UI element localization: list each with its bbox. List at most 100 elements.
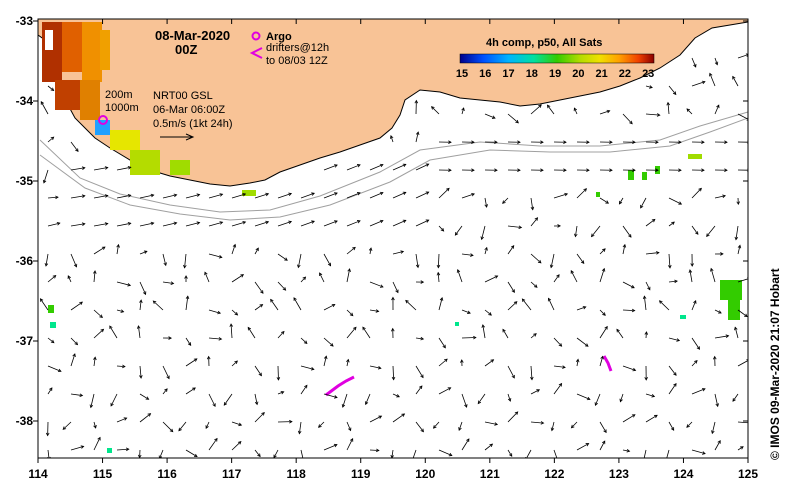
- current-vector: [711, 422, 715, 433]
- lon-tick-label: 116: [157, 467, 177, 481]
- current-vector: [531, 421, 544, 424]
- current-vector: [669, 384, 676, 394]
- drifter-track-2: [604, 356, 611, 371]
- current-vector: [669, 141, 681, 144]
- current-vector: [623, 226, 631, 237]
- current-vector: [230, 324, 233, 338]
- current-vector: [692, 450, 705, 454]
- current-vector: [554, 384, 562, 394]
- current-vector: [710, 73, 715, 86]
- current-vector: [554, 225, 560, 228]
- current-vector: [646, 415, 657, 422]
- current-vector: [462, 439, 469, 450]
- current-vector: [692, 188, 701, 198]
- current-vector: [392, 297, 395, 310]
- current-vector: [153, 301, 163, 310]
- current-vector: [347, 192, 360, 198]
- current-vector: [692, 361, 697, 366]
- current-vector: [669, 198, 681, 204]
- current-vector: [301, 221, 314, 226]
- current-vector: [548, 298, 554, 310]
- colorbar-tick-label: 20: [572, 68, 584, 80]
- current-vector: [600, 249, 605, 254]
- current-vector: [485, 198, 488, 207]
- current-vector: [117, 448, 129, 451]
- current-vector: [183, 254, 186, 268]
- current-vector: [485, 360, 494, 366]
- current-vector: [574, 226, 577, 237]
- current-vector: [738, 54, 749, 58]
- colorbar-tick-label: 23: [642, 68, 654, 80]
- current-vector: [737, 198, 740, 204]
- current-vector: [278, 254, 287, 260]
- current-vector: [531, 254, 541, 263]
- current-vector: [554, 275, 559, 282]
- current-vector: [209, 222, 222, 226]
- current-vector: [416, 192, 429, 198]
- current-vector: [439, 188, 449, 198]
- current-vector: [623, 309, 635, 312]
- current-vector: [416, 386, 422, 394]
- current-vector: [93, 271, 96, 282]
- current-vector: [186, 194, 200, 198]
- current-vector: [369, 248, 372, 254]
- lon-tick-label: 120: [415, 467, 435, 481]
- current-vector: [94, 167, 108, 170]
- current-vector: [600, 141, 612, 144]
- current-vector: [324, 165, 337, 170]
- current-vector: [692, 388, 705, 394]
- current-vector: [94, 329, 104, 338]
- current-vector: [278, 282, 286, 290]
- current-vector: [186, 359, 197, 366]
- current-vector: [232, 221, 245, 226]
- current-vector: [643, 450, 646, 461]
- current-vector: [301, 193, 314, 198]
- current-vector: [163, 194, 177, 198]
- current-vector: [346, 360, 349, 366]
- current-vector: [232, 245, 236, 254]
- current-vector: [692, 301, 696, 310]
- current-vector: [255, 193, 268, 198]
- current-vector: [117, 166, 131, 170]
- current-vector: [277, 366, 280, 380]
- current-vector: [209, 194, 222, 198]
- current-vector: [592, 226, 600, 237]
- current-vector: [623, 282, 634, 288]
- lat-tick-label: -37: [16, 334, 34, 348]
- current-vector: [186, 450, 197, 457]
- current-vector: [138, 450, 141, 458]
- current-vector: [255, 366, 261, 376]
- current-vector: [434, 422, 439, 428]
- current-vector: [462, 254, 473, 257]
- current-vector: [623, 415, 635, 422]
- current-vector: [530, 366, 533, 380]
- current-vector: [159, 450, 163, 459]
- current-vector: [715, 394, 719, 406]
- current-vector: [278, 420, 292, 423]
- current-vector: [415, 101, 418, 114]
- current-vector: [550, 254, 554, 268]
- current-vector: [715, 195, 725, 198]
- current-vector: [45, 254, 48, 266]
- drifter-legend-line2: to 08/03 12Z: [266, 55, 328, 67]
- current-vector: [715, 58, 718, 65]
- current-vector: [531, 334, 536, 338]
- colorbar-tick-label: 16: [479, 68, 491, 80]
- current-vector: [439, 226, 444, 231]
- current-vector: [94, 195, 108, 198]
- current-vector: [298, 422, 301, 434]
- current-vector: [370, 449, 379, 452]
- current-vector: [94, 310, 102, 317]
- current-vector: [455, 226, 462, 235]
- lat-tick-label: -34: [16, 94, 34, 108]
- current-vector: [297, 254, 301, 267]
- current-vector: [324, 338, 333, 346]
- current-vector: [571, 422, 577, 428]
- velocity-time: 06-Mar 06:00Z: [153, 104, 225, 116]
- current-vector: [186, 296, 189, 310]
- current-vector: [482, 325, 485, 338]
- current-vector: [370, 310, 379, 313]
- current-vector: [117, 245, 120, 254]
- current-vector: [163, 254, 167, 265]
- current-vector: [577, 338, 588, 346]
